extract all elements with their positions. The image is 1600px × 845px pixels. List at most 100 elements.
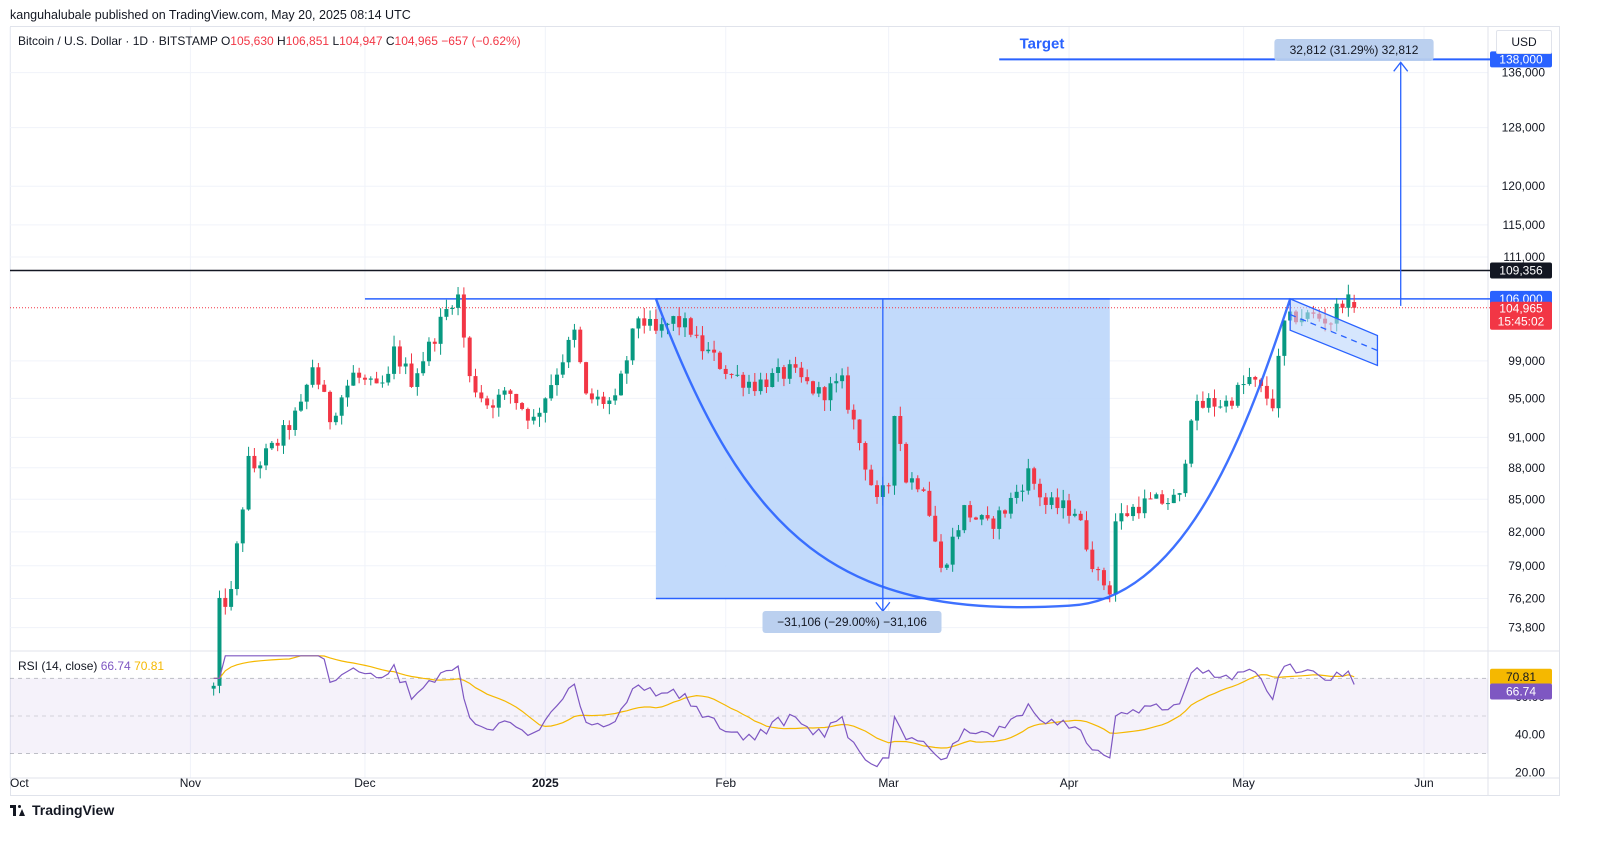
open-label: O — [220, 34, 231, 48]
candle-body — [525, 408, 530, 421]
candle-body — [1247, 376, 1252, 385]
candle-body — [345, 385, 350, 398]
candle-body — [316, 367, 321, 385]
candle-body — [496, 394, 501, 408]
candle-body — [1026, 468, 1031, 491]
high-value: 106,851 — [285, 34, 330, 48]
candle-body — [1334, 303, 1339, 324]
candle-body — [799, 367, 804, 378]
candle-body — [566, 339, 571, 363]
candle-body — [223, 597, 228, 607]
candle-body — [584, 362, 589, 394]
candle-body — [1008, 497, 1013, 514]
candle-body — [1003, 510, 1008, 514]
candle-body — [840, 375, 845, 382]
resistance-badge: 109,356 — [1499, 264, 1543, 278]
target-label: Target — [1020, 35, 1065, 52]
candle-body — [520, 403, 525, 409]
measure-up-arrowhead — [1393, 61, 1409, 72]
candle-body — [1241, 384, 1246, 386]
candle-body — [1061, 500, 1066, 509]
candle-body — [293, 410, 298, 430]
candle-body — [269, 442, 274, 449]
candle-body — [927, 490, 932, 516]
candle-body — [1218, 406, 1223, 408]
candle-body — [752, 381, 757, 392]
candle-body — [275, 442, 280, 446]
change-value: −657 (−0.62%) — [441, 34, 521, 48]
currency-button[interactable]: USD — [1496, 30, 1552, 54]
candle-body — [851, 409, 856, 420]
candle-body — [968, 505, 973, 518]
candle-body — [1043, 497, 1048, 505]
rsi-line — [213, 655, 1355, 768]
candle-body — [421, 361, 426, 374]
rsi-legend-value: 66.74 — [100, 659, 131, 673]
drawings — [654, 61, 1409, 613]
candle-body — [1113, 521, 1118, 595]
target-badge: 138,000 — [1499, 52, 1543, 66]
rsi-tick-label: 20.00 — [1515, 765, 1545, 779]
candle-body — [1189, 420, 1194, 464]
candle-body — [490, 405, 495, 408]
candle-body — [339, 397, 344, 416]
price-tick-label: 82,000 — [1508, 525, 1545, 539]
candle-body — [304, 384, 309, 402]
candle-body — [514, 393, 519, 404]
candle-body — [1101, 570, 1106, 586]
candles — [211, 284, 1357, 696]
rsi-badge: 66.74 — [1506, 684, 1536, 698]
candle-body — [397, 346, 402, 367]
candle-body — [776, 367, 781, 374]
candle-body — [281, 425, 286, 446]
candle-body — [1195, 400, 1200, 421]
candle-body — [997, 510, 1002, 529]
candle-body — [747, 381, 751, 388]
countdown-badge: 15:45:02 — [1498, 315, 1545, 329]
time-tick-label: 2025 — [532, 776, 559, 790]
rsi-tick-label: 40.00 — [1515, 728, 1545, 742]
low-value: 104,947 — [339, 34, 383, 48]
candle-body — [770, 373, 775, 387]
candle-body — [688, 318, 693, 335]
candle-body — [1078, 513, 1083, 521]
tradingview-brand[interactable]: TradingView — [10, 802, 114, 818]
candle-body — [875, 485, 880, 497]
candle-body — [543, 398, 548, 413]
candle-body — [415, 373, 420, 387]
candle-body — [886, 485, 891, 487]
candle-body — [1235, 384, 1240, 406]
time-axis: Oct Nov Dec 2025 Feb Mar Apr May Jun — [10, 776, 1434, 790]
candle-body — [601, 396, 606, 404]
candle-body — [607, 400, 612, 404]
candle-body — [618, 373, 623, 396]
candle-body — [1224, 400, 1229, 407]
tradingview-logo-icon — [10, 804, 26, 816]
candle-body — [508, 390, 513, 394]
time-tick-label: Feb — [715, 776, 736, 790]
candle-body — [1165, 503, 1170, 505]
close-label: C — [385, 34, 395, 48]
candle-body — [322, 384, 327, 392]
candle-body — [811, 381, 816, 394]
candle-body — [473, 376, 478, 393]
candle-body — [892, 415, 897, 486]
rsi-ma-line — [213, 655, 1355, 749]
level-lines — [10, 58, 1490, 309]
candle-body — [240, 509, 245, 544]
candle-body — [845, 375, 850, 410]
resistance-badge-bg — [1490, 262, 1552, 279]
candle-body — [985, 515, 990, 519]
candle-body — [252, 455, 257, 469]
candle-body — [1171, 494, 1176, 504]
candle-body — [438, 316, 443, 344]
price-tick-label: 79,000 — [1508, 559, 1545, 573]
price-tick-label: 85,000 — [1508, 492, 1545, 506]
open-value: 105,630 — [230, 34, 274, 48]
candle-body — [758, 379, 763, 392]
candle-body — [461, 294, 466, 338]
symbol-name: Bitcoin / U.S. Dollar · 1D · BITSTAMP — [18, 34, 218, 48]
candle-body — [735, 374, 740, 376]
publisher-line: kanguhalubale published on TradingView.c… — [10, 8, 411, 22]
